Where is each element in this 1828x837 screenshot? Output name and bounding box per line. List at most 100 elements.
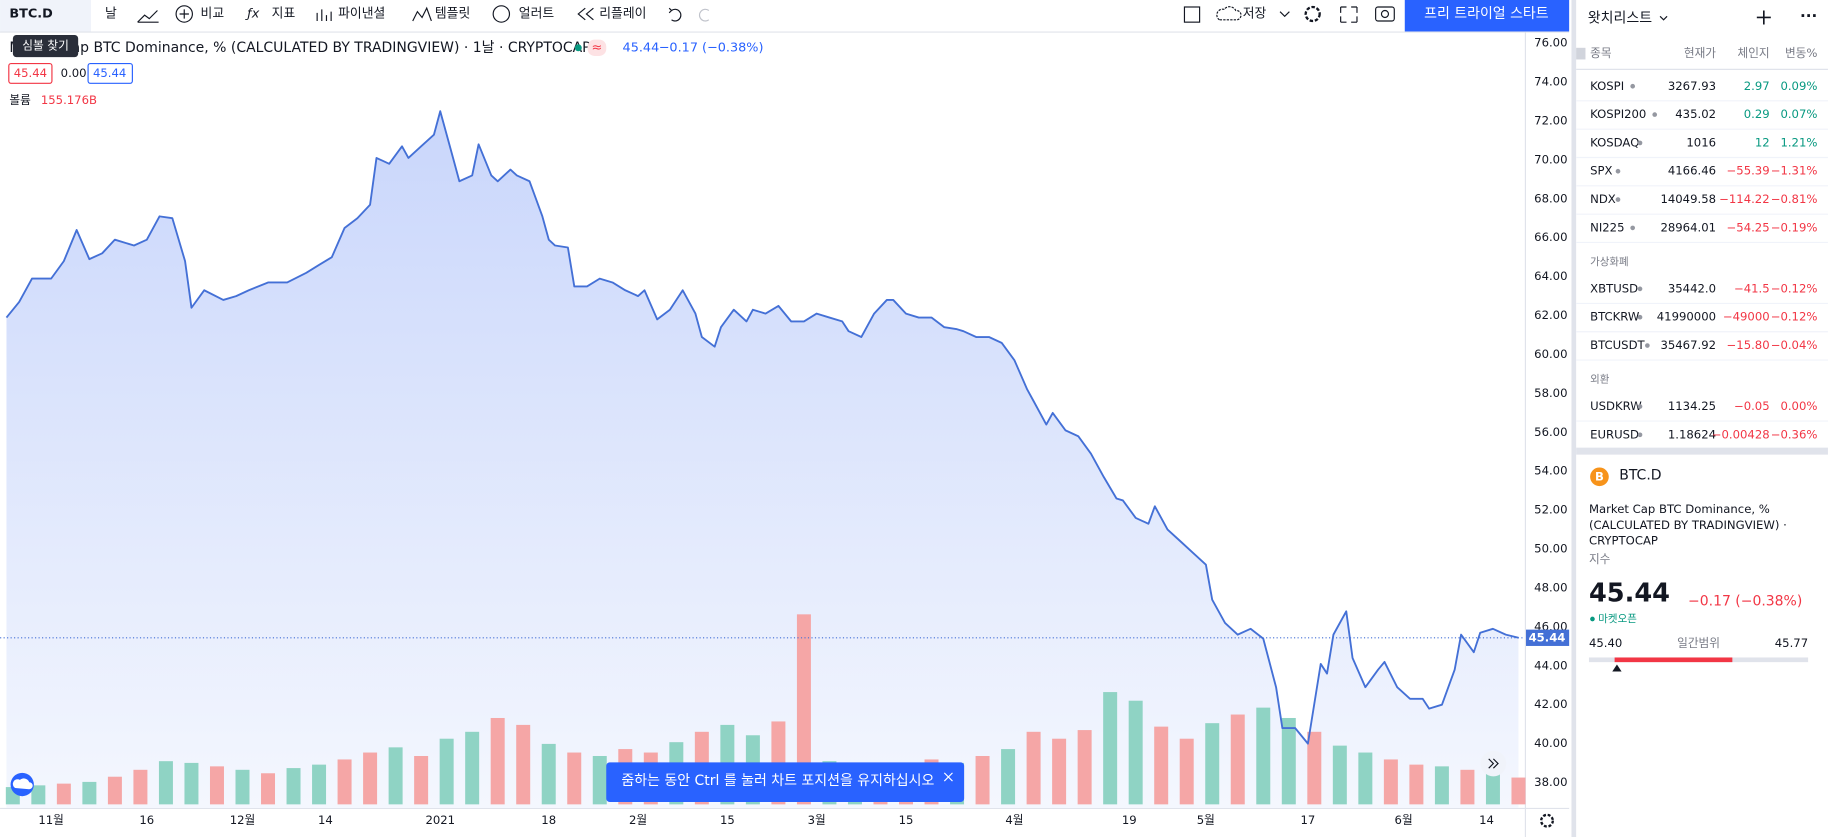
row-change[interactable]: −0.00428 — [1712, 427, 1770, 441]
row-change[interactable]: −0.05 — [1734, 399, 1770, 413]
section-title[interactable]: 가상화폐 — [1590, 256, 1629, 268]
settings-icon[interactable] — [1304, 5, 1321, 23]
toolbar-item[interactable]: 리플레이 — [599, 6, 646, 21]
row-symbol[interactable]: SPX — [1590, 164, 1612, 178]
toolbar-item[interactable]: 얼러트 — [519, 6, 555, 21]
row-symbol[interactable]: KOSPI200 — [1590, 107, 1646, 121]
row-price[interactable]: 4166.46 — [1668, 164, 1716, 178]
watchlist-title[interactable]: 왓치리스트 — [1588, 11, 1652, 27]
row-percent[interactable]: −0.81% — [1771, 192, 1818, 206]
row-price[interactable]: 1134.25 — [1668, 399, 1716, 413]
volume-bar — [133, 769, 148, 805]
toolbar-item[interactable]: 지표 — [272, 6, 296, 21]
redo-icon[interactable] — [699, 8, 710, 22]
row-dot — [1637, 314, 1643, 320]
row-change[interactable]: 0.29 — [1744, 107, 1770, 121]
row-percent[interactable]: −0.19% — [1771, 220, 1818, 234]
volume-bar — [56, 783, 71, 805]
row-percent[interactable]: −0.04% — [1771, 338, 1818, 352]
alert-icon[interactable] — [492, 5, 511, 23]
row-change[interactable]: −41.5 — [1734, 281, 1770, 295]
row-percent[interactable]: −1.31% — [1771, 164, 1818, 178]
close-value: 45.44 — [93, 66, 126, 80]
replay-icon[interactable] — [577, 7, 594, 21]
axis-settings[interactable] — [1540, 813, 1554, 828]
row-price[interactable]: 435.02 — [1675, 107, 1716, 121]
save-dropdown[interactable] — [1279, 11, 1290, 18]
toolbar-item[interactable]: 비교 — [201, 6, 225, 21]
cloud-icon[interactable] — [1216, 6, 1242, 21]
toolbar-item[interactable]: 파이낸셜 — [338, 6, 385, 21]
row-change[interactable]: −49000 — [1723, 310, 1770, 324]
watchlist-dropdown[interactable] — [1659, 15, 1668, 21]
row-percent[interactable]: 0.07% — [1780, 107, 1817, 121]
volume-bar — [184, 762, 199, 805]
volume-bar — [1460, 769, 1475, 805]
watchlist: 왓치리스트 ··· 종목 현재가 체인지 변동% KOSPI 3267.93 2.9… — [1576, 7, 1828, 450]
row-percent[interactable]: 0.09% — [1780, 79, 1817, 93]
column-header[interactable]: 변동% — [1785, 46, 1817, 60]
details-change: −0.17 (−0.38%) — [1688, 594, 1802, 610]
row-dot — [1637, 404, 1643, 409]
row-change[interactable]: −54.25 — [1727, 220, 1770, 234]
volume-bar — [388, 747, 403, 805]
row-change[interactable]: −15.80 — [1727, 338, 1770, 352]
financials-icon[interactable] — [316, 9, 332, 21]
row-change[interactable]: −55.39 — [1727, 164, 1770, 178]
row-price[interactable]: 1016 — [1686, 135, 1716, 149]
volume-bar — [31, 785, 46, 805]
column-header[interactable]: 현재가 — [1684, 46, 1716, 60]
section-title[interactable]: 외환 — [1590, 374, 1610, 386]
column-header[interactable]: 체인지 — [1738, 46, 1770, 60]
row-percent[interactable]: 0.00% — [1780, 399, 1817, 413]
volume-bar — [516, 724, 531, 805]
layout-icon[interactable] — [1183, 6, 1201, 23]
row-symbol[interactable]: BTCUSDT — [1590, 338, 1645, 352]
row-symbol[interactable]: NI225 — [1590, 220, 1624, 234]
volume-bar — [82, 781, 97, 805]
row-price[interactable]: 28964.01 — [1660, 220, 1716, 234]
row-change[interactable]: 12 — [1755, 135, 1770, 149]
add-symbol[interactable] — [1756, 10, 1771, 25]
chart-type-icon[interactable] — [137, 10, 159, 23]
row-percent[interactable]: 1.21% — [1780, 135, 1817, 149]
row-symbol[interactable]: XBTUSD — [1590, 281, 1638, 295]
row-symbol[interactable]: USDKRW — [1590, 399, 1642, 413]
row-symbol[interactable]: KOSPI — [1590, 79, 1624, 93]
undo-icon[interactable] — [668, 7, 682, 22]
save[interactable]: 저장 — [1243, 6, 1267, 21]
trial-label[interactable]: 프리 트라이얼 스타트 — [1424, 6, 1549, 22]
toast-close[interactable] — [943, 772, 953, 782]
symbol[interactable]: BTC.D — [9, 6, 52, 21]
x-tick-label: 3월 — [808, 813, 826, 827]
trial-button[interactable] — [1404, 0, 1570, 32]
snapshot-icon[interactable] — [1375, 6, 1395, 22]
row-symbol[interactable]: NDX — [1590, 192, 1616, 206]
row-price[interactable]: 3267.93 — [1668, 79, 1716, 93]
row-percent[interactable]: −0.12% — [1771, 310, 1818, 324]
row-percent[interactable]: −0.12% — [1771, 281, 1818, 295]
row-change[interactable]: 2.97 — [1744, 79, 1770, 93]
volume-bar — [1358, 752, 1373, 805]
template-icon[interactable] — [412, 6, 432, 22]
compare-icon[interactable] — [175, 5, 193, 23]
row-symbol[interactable]: EURUSD — [1590, 427, 1639, 441]
row-symbol[interactable]: BTCKRW — [1590, 310, 1640, 324]
details-description: (CALCULATED BY TRADINGVIEW) · — [1589, 518, 1787, 532]
row-price[interactable]: 1.18624 — [1668, 427, 1716, 441]
column-header[interactable]: 종목 — [1590, 46, 1612, 60]
indicator-icon[interactable]: ƒx — [244, 6, 260, 21]
row-price[interactable]: 41990000 — [1657, 310, 1716, 324]
row-change[interactable]: −114.22 — [1719, 192, 1770, 206]
row-percent[interactable]: −0.36% — [1771, 427, 1818, 441]
interval[interactable]: 날 — [105, 6, 117, 21]
row-price[interactable]: 14049.58 — [1660, 192, 1716, 206]
symbol-box[interactable] — [0, 0, 91, 32]
more-menu[interactable]: ··· — [1800, 7, 1817, 25]
row-price[interactable]: 35442.0 — [1668, 281, 1716, 295]
volume-bar — [1434, 766, 1449, 805]
row-symbol[interactable]: KOSDAQ — [1590, 135, 1639, 149]
fullscreen-icon[interactable] — [1340, 6, 1358, 23]
toolbar-item[interactable]: 템플릿 — [435, 6, 470, 21]
row-price[interactable]: 35467.92 — [1660, 338, 1716, 352]
